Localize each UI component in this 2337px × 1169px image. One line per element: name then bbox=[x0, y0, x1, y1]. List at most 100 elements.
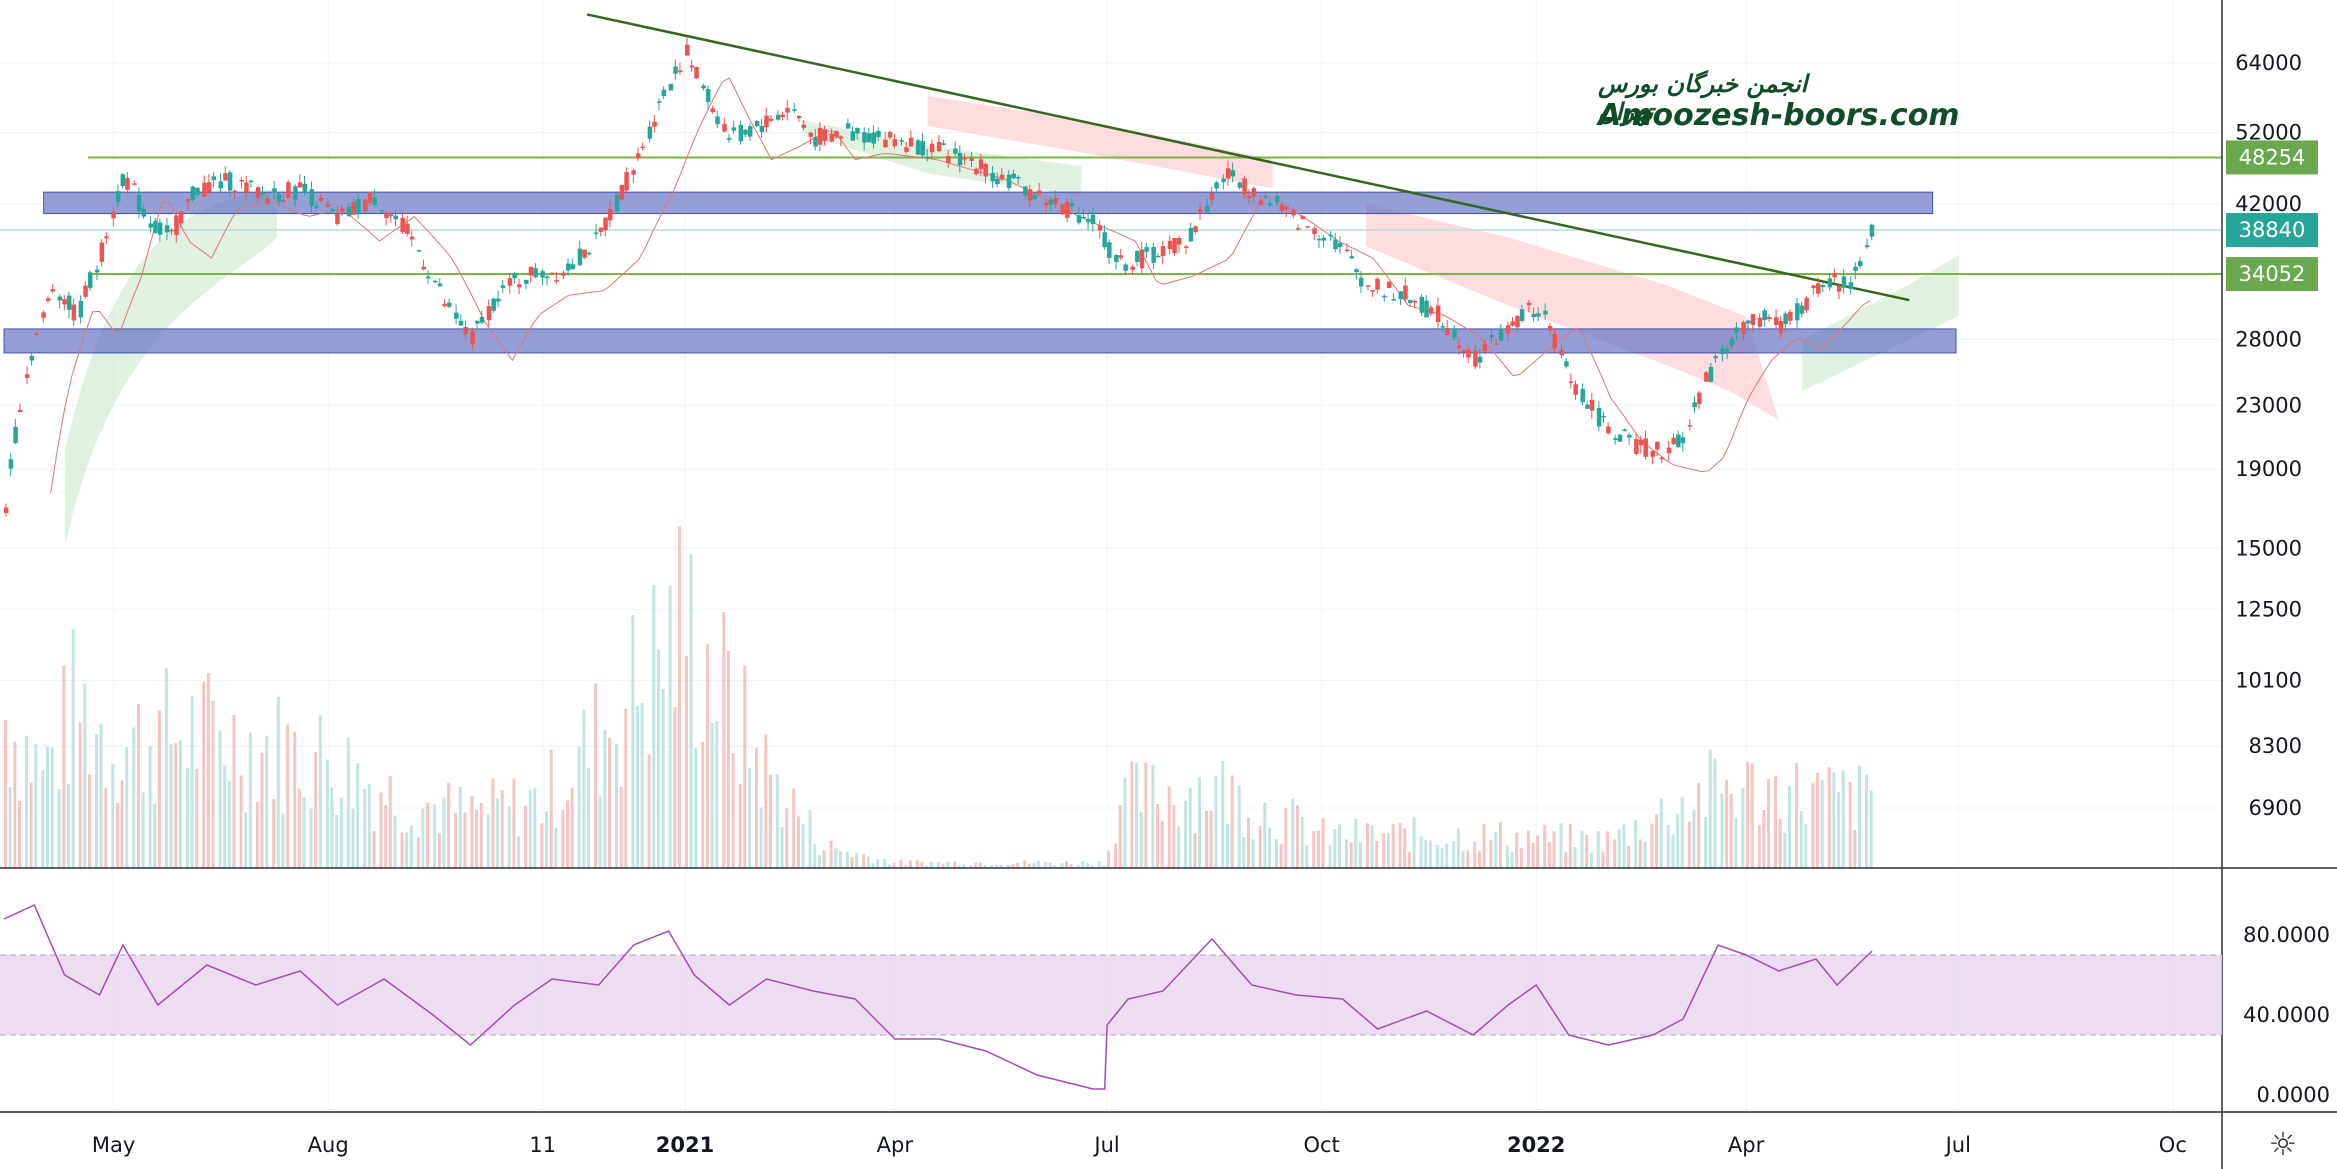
volume-bar bbox=[747, 767, 751, 868]
volume-bar bbox=[1419, 836, 1423, 868]
candle-body bbox=[1044, 202, 1049, 206]
candle-body bbox=[738, 124, 744, 142]
candle-body bbox=[647, 126, 653, 139]
volume-bar bbox=[17, 800, 21, 868]
volume-bar bbox=[1788, 786, 1792, 868]
candle-body bbox=[615, 194, 620, 212]
volume-bar bbox=[1076, 864, 1080, 868]
candle-body bbox=[1687, 425, 1693, 427]
candle-body bbox=[1247, 195, 1252, 199]
candle-body bbox=[801, 124, 807, 128]
volume-bar bbox=[500, 790, 504, 868]
volume-bar bbox=[330, 787, 334, 868]
volume-bar bbox=[1358, 842, 1362, 868]
volume-bar bbox=[335, 814, 339, 868]
candle-body bbox=[1489, 335, 1495, 338]
candle-body bbox=[640, 146, 646, 149]
volume-bar bbox=[1027, 863, 1031, 868]
volume-bar bbox=[57, 788, 61, 868]
volume-bar bbox=[661, 688, 665, 868]
volume-bar bbox=[1321, 818, 1325, 868]
volume-bar bbox=[1531, 842, 1535, 868]
rsi-axis-label: 80.0000 bbox=[2243, 923, 2330, 947]
candle-body bbox=[1333, 239, 1338, 250]
price-axis-label: 42000 bbox=[2235, 192, 2302, 216]
volume-bar bbox=[624, 708, 628, 868]
candle-body bbox=[372, 197, 377, 205]
candle-body bbox=[925, 156, 930, 159]
volume-bar bbox=[694, 748, 698, 868]
candle-body bbox=[1643, 438, 1648, 457]
candle-body bbox=[689, 65, 695, 68]
candle-body bbox=[1811, 285, 1816, 289]
candle-body bbox=[598, 227, 604, 232]
volume-bar bbox=[1023, 860, 1027, 868]
volume-bar bbox=[1032, 862, 1036, 868]
candle-body bbox=[1027, 189, 1033, 201]
price-tag: 38840 bbox=[2226, 213, 2318, 248]
candle-body bbox=[1386, 281, 1392, 288]
candle-body bbox=[1267, 203, 1273, 206]
volume-bar bbox=[524, 805, 528, 868]
candle-body bbox=[174, 215, 179, 235]
price-axis-label: 52000 bbox=[2235, 120, 2302, 144]
volume-bar bbox=[904, 864, 908, 868]
volume-bar bbox=[1729, 793, 1733, 868]
volume-bar bbox=[426, 802, 430, 868]
candle-body bbox=[1697, 392, 1702, 405]
volume-bar bbox=[195, 768, 199, 868]
candle-body bbox=[314, 205, 319, 208]
price-tag-label: 34052 bbox=[2239, 262, 2306, 286]
candle-body bbox=[554, 280, 559, 282]
volume-bar bbox=[169, 744, 173, 868]
candle-body bbox=[244, 182, 249, 193]
candle-body bbox=[1316, 238, 1322, 241]
candle-body bbox=[1757, 317, 1763, 327]
volume-bar bbox=[356, 763, 360, 868]
volume-bar bbox=[887, 864, 891, 868]
candle-body bbox=[437, 283, 443, 287]
volume-bar bbox=[1713, 758, 1717, 868]
candle-body bbox=[722, 123, 727, 132]
candle-body bbox=[962, 158, 967, 160]
candle-body bbox=[1144, 247, 1149, 252]
candle-body bbox=[1349, 256, 1355, 259]
candle-body bbox=[1559, 349, 1565, 356]
volume-bar bbox=[1365, 823, 1369, 868]
volume-bar bbox=[1552, 831, 1556, 868]
volume-bar bbox=[314, 752, 318, 868]
volume-bar bbox=[1060, 863, 1064, 868]
volume-bar bbox=[384, 805, 388, 868]
candle-body bbox=[1617, 434, 1623, 442]
candle-body bbox=[190, 186, 196, 200]
volume-bar bbox=[1783, 832, 1787, 868]
volume-bar bbox=[1445, 843, 1449, 868]
volume-bar bbox=[1403, 828, 1407, 868]
candle-body bbox=[500, 285, 506, 288]
candle-body bbox=[185, 199, 191, 202]
volume-bar bbox=[470, 795, 474, 868]
volume-bar bbox=[1251, 839, 1255, 868]
volume-bar bbox=[990, 865, 994, 868]
candle-body bbox=[1536, 313, 1541, 317]
support-resistance-zone bbox=[43, 191, 1934, 215]
volume-bar bbox=[433, 804, 437, 868]
volume-bar bbox=[94, 734, 98, 868]
volume-bar bbox=[111, 763, 115, 868]
candle-body bbox=[995, 178, 1000, 185]
candle-body bbox=[608, 209, 613, 221]
gear-icon[interactable]: ☼ bbox=[2268, 1125, 2298, 1163]
candle-body bbox=[1767, 316, 1772, 320]
volume-bar bbox=[775, 774, 779, 868]
volume-bar bbox=[1267, 827, 1271, 868]
candle-body bbox=[1858, 261, 1863, 267]
volume-bar bbox=[1333, 828, 1337, 868]
volume-bar bbox=[1386, 833, 1390, 868]
volume-bar bbox=[635, 705, 639, 868]
volume-bar bbox=[673, 707, 677, 868]
candle-body bbox=[1820, 285, 1826, 288]
volume-bar bbox=[796, 816, 800, 868]
volume-bar bbox=[1837, 791, 1841, 868]
candle-body bbox=[1531, 313, 1537, 318]
